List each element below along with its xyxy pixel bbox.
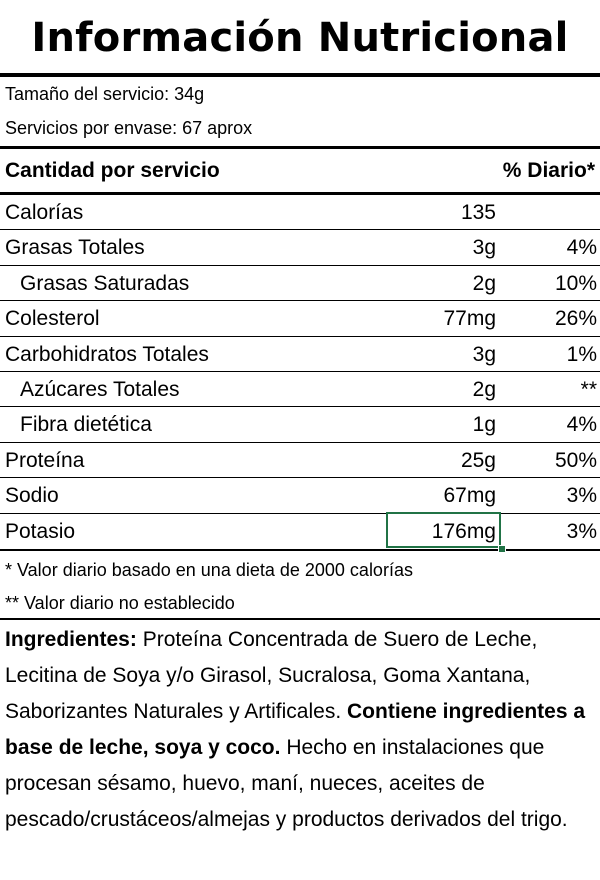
nutrient-amount: 3g — [472, 236, 496, 259]
not-established-footnote: ** Valor diario no establecido — [5, 593, 235, 613]
ingredients-list: Proteína Concentrada de Suero de Leche, … — [5, 628, 538, 723]
nutrient-daily-value: 10% — [554, 272, 597, 295]
nutrient-row: Proteína 25g 50% — [0, 443, 600, 478]
nutrient-name: Proteína — [5, 449, 85, 472]
nutrient-row: Grasas Saturadas 2g 10% — [0, 266, 600, 301]
fill-handle[interactable] — [498, 545, 506, 553]
ingredients-paragraph: Ingredientes: Proteína Concentrada de Su… — [5, 622, 595, 838]
nutrient-amount: 67mg — [443, 484, 496, 507]
nutrient-daily-value: 3% — [566, 484, 597, 507]
nutrient-row: Calorías 135 — [0, 195, 600, 230]
nutrient-name: Carbohidratos Totales — [5, 343, 209, 366]
row-divider — [0, 336, 600, 337]
facility-statement: Hecho en instalaciones que procesan sésa… — [5, 736, 568, 831]
row-divider — [0, 442, 600, 443]
row-divider — [0, 371, 600, 372]
nutrient-row: Carbohidratos Totales 3g 1% — [0, 337, 600, 372]
nutrient-name: Grasas Saturadas — [20, 272, 190, 295]
nutrient-row: Grasas Totales 3g 4% — [0, 230, 600, 265]
nutrient-amount: 176mg — [431, 520, 496, 543]
nutrient-amount: 1g — [472, 413, 496, 436]
nutrient-amount: 77mg — [443, 307, 496, 330]
nutrient-name: Potasio — [5, 520, 76, 543]
row-divider — [0, 300, 600, 301]
daily-value-footnote: * Valor diario basado en una dieta de 20… — [5, 560, 413, 580]
row-divider — [0, 406, 600, 407]
nutrient-name: Grasas Totales — [5, 236, 145, 259]
nutrient-daily-value: 50% — [554, 449, 597, 472]
row-divider — [0, 229, 600, 230]
nutrient-name: Azúcares Totales — [20, 378, 180, 401]
nutrient-daily-value: 3% — [566, 520, 597, 543]
nutrient-name: Colesterol — [5, 307, 100, 330]
ingredients-divider — [0, 618, 600, 620]
amount-per-serving-heading: Cantidad por servicio — [5, 159, 220, 182]
row-divider — [0, 513, 600, 514]
nutrient-amount: 135 — [460, 201, 496, 224]
daily-value-heading: % Diario* — [502, 159, 595, 182]
header-bottom-divider — [0, 192, 600, 195]
nutrient-row: Azúcares Totales 2g ** — [0, 372, 600, 407]
nutrient-row: Potasio 176mg 3% — [0, 514, 600, 549]
nutrient-name: Sodio — [5, 484, 59, 507]
nutrient-daily-value: 4% — [566, 236, 597, 259]
row-divider — [0, 477, 600, 478]
header-top-divider — [0, 146, 600, 149]
nutrient-daily-value: 26% — [554, 307, 597, 330]
nutrient-daily-value: ** — [580, 378, 597, 401]
table-bottom-divider — [0, 549, 600, 551]
selected-cell-highlight[interactable] — [386, 512, 501, 548]
nutrient-amount: 25g — [460, 449, 496, 472]
label-title: Información Nutricional — [31, 15, 569, 61]
servings-per-container: Servicios por envase: 67 aprox — [5, 118, 253, 138]
serving-size: Tamaño del servicio: 34g — [5, 84, 205, 104]
top-divider — [0, 73, 600, 77]
row-divider — [0, 265, 600, 266]
nutrient-amount: 2g — [472, 272, 496, 295]
nutrient-amount: 2g — [472, 378, 496, 401]
allergen-statement: Contiene ingredientes a base de leche, s… — [5, 700, 586, 759]
ingredients-label: Ingredientes: — [5, 628, 137, 651]
nutrient-daily-value: 4% — [566, 413, 597, 436]
nutrient-row: Fibra dietética 1g 4% — [0, 407, 600, 442]
nutrient-row: Sodio 67mg 3% — [0, 478, 600, 513]
nutrient-amount: 3g — [472, 343, 496, 366]
nutrient-row: Colesterol 77mg 26% — [0, 301, 600, 336]
nutrient-name: Fibra dietética — [20, 413, 152, 436]
nutrient-daily-value: 1% — [566, 343, 597, 366]
nutrient-name: Calorías — [5, 201, 84, 224]
table-header: Cantidad por servicio % Diario* — [5, 156, 595, 186]
